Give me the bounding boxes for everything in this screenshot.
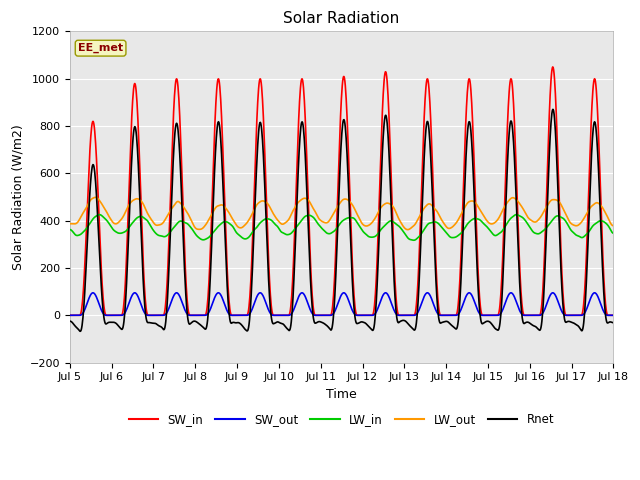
Rnet [549, 107, 557, 112]
Legend: SW_in, SW_out, LW_in, LW_out, Rnet: SW_in, SW_out, LW_in, LW_out, Rnet [124, 408, 559, 431]
SW_in [518, 304, 526, 310]
LW_out [420, 204, 428, 210]
Rnet [420, 155, 428, 160]
LW_in [513, 212, 520, 217]
Line: SW_in: SW_in [70, 67, 613, 315]
Rnet [574, 323, 582, 329]
Line: Rnet: Rnet [70, 109, 613, 331]
LW_in [420, 227, 428, 232]
SW_in [532, 312, 540, 318]
X-axis label: Time: Time [326, 388, 357, 401]
LW_in [410, 237, 417, 243]
LW_out [609, 223, 617, 228]
Rnet [609, 320, 617, 325]
LW_out [282, 219, 290, 225]
LW_out [66, 221, 74, 227]
Rnet [367, 325, 374, 331]
Line: LW_in: LW_in [70, 215, 613, 240]
LW_out [367, 221, 374, 227]
Rnet [519, 318, 527, 324]
Line: SW_out: SW_out [70, 293, 613, 315]
SW_out [573, 312, 581, 318]
Y-axis label: Solar Radiation (W/m2): Solar Radiation (W/m2) [11, 124, 24, 270]
SW_out [609, 312, 617, 318]
SW_out [532, 312, 540, 318]
Rnet [282, 324, 290, 330]
LW_in [66, 227, 74, 232]
Text: EE_met: EE_met [78, 43, 123, 53]
SW_out [282, 312, 289, 318]
LW_in [519, 215, 527, 221]
LW_out [519, 206, 527, 212]
SW_in [420, 124, 428, 130]
SW_in [609, 312, 617, 318]
SW_in [282, 312, 289, 318]
Line: LW_out: LW_out [70, 197, 613, 229]
LW_in [366, 234, 374, 240]
Title: Solar Radiation: Solar Radiation [284, 11, 400, 26]
LW_out [92, 194, 99, 200]
LW_in [534, 231, 541, 237]
SW_in [549, 64, 557, 70]
LW_out [574, 222, 582, 228]
LW_out [404, 227, 412, 232]
SW_in [573, 312, 581, 318]
LW_out [534, 218, 541, 224]
SW_out [518, 312, 526, 317]
Rnet [66, 318, 74, 324]
LW_in [574, 233, 582, 239]
SW_in [66, 312, 74, 318]
Rnet [533, 325, 541, 331]
LW_in [609, 230, 617, 236]
SW_out [66, 312, 74, 318]
LW_in [282, 231, 289, 237]
Rnet [77, 328, 84, 334]
SW_in [366, 312, 374, 318]
SW_out [591, 290, 598, 296]
SW_out [366, 312, 374, 318]
SW_out [420, 295, 428, 300]
